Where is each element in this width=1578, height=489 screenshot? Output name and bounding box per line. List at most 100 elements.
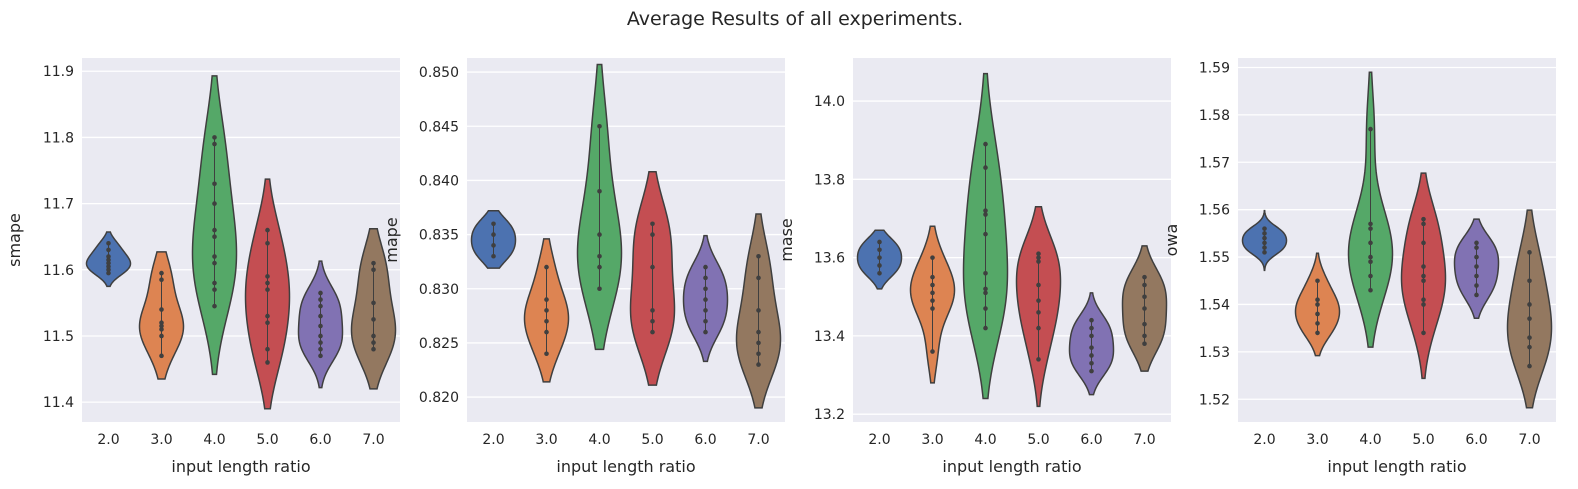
data-point xyxy=(983,231,988,237)
data-point xyxy=(1527,250,1532,255)
data-point xyxy=(491,243,496,248)
data-point xyxy=(983,306,988,311)
y-tick-label: 1.56 xyxy=(1199,203,1230,219)
data-point xyxy=(1089,345,1094,350)
data-point xyxy=(930,255,935,260)
data-point xyxy=(1142,282,1147,288)
data-point xyxy=(544,318,549,324)
data-point xyxy=(318,346,323,352)
data-point xyxy=(1368,240,1373,246)
data-point xyxy=(1474,283,1479,288)
data-point xyxy=(212,234,217,239)
data-point xyxy=(1474,292,1479,298)
data-point xyxy=(930,282,935,288)
y-axis-label: smape xyxy=(5,213,24,267)
data-point xyxy=(650,308,655,313)
data-point xyxy=(265,313,270,319)
y-tick-label: 0.820 xyxy=(419,390,459,406)
y-tick-label: 13.4 xyxy=(814,329,845,345)
data-point xyxy=(1527,316,1532,321)
data-point xyxy=(1421,302,1426,307)
data-point xyxy=(983,286,988,292)
y-tick-label: 0.835 xyxy=(419,228,459,244)
x-tick-label: 6.0 xyxy=(1080,432,1102,448)
data-point xyxy=(983,270,988,276)
data-point xyxy=(983,208,988,213)
data-point xyxy=(1036,357,1041,362)
data-point xyxy=(491,253,496,259)
data-point xyxy=(703,286,708,292)
data-point xyxy=(1368,273,1373,279)
data-point xyxy=(703,318,708,324)
y-tick-label: 11.7 xyxy=(43,197,74,213)
data-point xyxy=(212,141,217,147)
data-point xyxy=(1142,333,1147,339)
data-point xyxy=(1421,221,1426,227)
x-tick-label: 4.0 xyxy=(1359,432,1381,448)
data-point xyxy=(1262,250,1267,255)
y-tick-label: 0.840 xyxy=(419,173,459,189)
data-point xyxy=(1089,325,1094,331)
data-point xyxy=(1262,226,1267,231)
y-tick-label: 1.53 xyxy=(1199,345,1230,361)
data-point xyxy=(106,241,111,246)
panel-mase: 13.2 13.4 13.6 13.8 14.0 2.0 3.0 4.0 5.0 6.0 7.0 in… xyxy=(777,58,1171,476)
panel-owa: 1.52 1.53 1.54 1.55 1.56 1.57 1.58 1.59 2.0 3.0 4.… xyxy=(1162,58,1556,476)
y-tick-label: 14.0 xyxy=(814,94,845,110)
data-point xyxy=(703,275,708,281)
y-tick-label: 13.2 xyxy=(814,407,845,423)
data-point xyxy=(371,340,376,345)
data-point xyxy=(1474,240,1479,246)
data-point xyxy=(265,227,270,233)
x-axis-label: input length ratio xyxy=(556,457,695,476)
data-point xyxy=(544,264,549,270)
data-point xyxy=(1262,245,1267,250)
data-point xyxy=(1421,297,1426,303)
data-point xyxy=(597,253,602,259)
data-point xyxy=(1368,126,1373,132)
data-point xyxy=(318,333,323,339)
data-point xyxy=(877,247,882,253)
data-point xyxy=(318,323,323,329)
y-tick-label: 11.8 xyxy=(43,130,74,146)
data-point xyxy=(930,306,935,311)
data-point xyxy=(1315,321,1320,326)
data-point xyxy=(212,303,217,309)
data-point xyxy=(159,323,164,329)
plot-area xyxy=(467,58,785,422)
data-point xyxy=(265,360,270,365)
y-tick-label: 1.55 xyxy=(1199,250,1230,266)
data-point xyxy=(877,255,882,260)
data-point xyxy=(877,239,882,245)
data-point xyxy=(1315,297,1320,303)
data-point xyxy=(1368,221,1373,227)
x-tick-label: 6.0 xyxy=(694,432,716,448)
plot-area xyxy=(853,58,1171,422)
data-point xyxy=(1474,254,1479,260)
x-tick-label: 4.0 xyxy=(974,432,996,448)
data-point xyxy=(1036,325,1041,331)
x-tick-label: 3.0 xyxy=(1306,432,1328,448)
data-point xyxy=(265,320,270,326)
data-point xyxy=(1036,251,1041,256)
data-point xyxy=(159,270,164,276)
data-point xyxy=(544,297,549,302)
data-point xyxy=(1421,240,1426,246)
data-point xyxy=(1036,310,1041,315)
data-point xyxy=(265,241,270,246)
panel-smape: 11.4 11.5 11.6 11.7 11.8 11.9 2.0 3.0 4.0 5.0 6.0 7… xyxy=(5,58,400,476)
data-point xyxy=(650,264,655,270)
data-point xyxy=(1089,360,1094,366)
data-point xyxy=(756,308,761,313)
data-point xyxy=(1421,273,1426,279)
data-point xyxy=(983,141,988,147)
data-point xyxy=(983,212,988,217)
data-point xyxy=(650,329,655,335)
data-point xyxy=(703,264,708,270)
y-tick-label: 0.850 xyxy=(419,65,459,81)
x-tick-label: 7.0 xyxy=(1133,432,1155,448)
data-point xyxy=(1315,330,1320,336)
data-point xyxy=(650,232,655,237)
data-point xyxy=(1474,264,1479,269)
x-tick-label: 6.0 xyxy=(1465,432,1487,448)
